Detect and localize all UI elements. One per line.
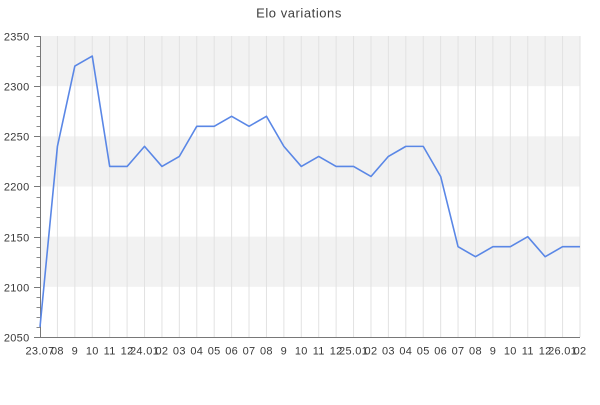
svg-text:04: 04 [190, 346, 203, 358]
svg-text:24.01: 24.01 [130, 346, 159, 358]
svg-text:11: 11 [313, 346, 325, 358]
svg-text:11: 11 [104, 346, 116, 358]
svg-text:02: 02 [574, 346, 587, 358]
svg-text:25.01: 25.01 [339, 346, 368, 358]
svg-text:Elo variations: Elo variations [256, 6, 342, 21]
svg-text:2100: 2100 [4, 283, 30, 295]
svg-text:2250: 2250 [4, 132, 30, 144]
svg-text:12: 12 [330, 346, 343, 358]
svg-text:10: 10 [86, 346, 99, 358]
svg-text:9: 9 [281, 346, 287, 358]
svg-text:2350: 2350 [4, 32, 30, 44]
svg-text:08: 08 [260, 346, 273, 358]
svg-text:23.07: 23.07 [25, 346, 54, 358]
svg-text:05: 05 [208, 346, 221, 358]
svg-text:11: 11 [522, 346, 534, 358]
svg-text:26.01: 26.01 [548, 346, 577, 358]
svg-text:02: 02 [156, 346, 169, 358]
svg-text:03: 03 [382, 346, 395, 358]
svg-text:2050: 2050 [4, 333, 30, 345]
svg-text:10: 10 [504, 346, 517, 358]
svg-text:05: 05 [417, 346, 430, 358]
svg-text:10: 10 [295, 346, 308, 358]
svg-text:2150: 2150 [4, 233, 30, 245]
svg-text:08: 08 [469, 346, 482, 358]
svg-text:02: 02 [365, 346, 378, 358]
svg-text:12: 12 [539, 346, 552, 358]
svg-text:2300: 2300 [4, 82, 30, 94]
svg-text:04: 04 [399, 346, 412, 358]
svg-text:03: 03 [173, 346, 186, 358]
svg-text:07: 07 [243, 346, 256, 358]
svg-text:08: 08 [51, 346, 64, 358]
svg-text:06: 06 [225, 346, 238, 358]
svg-text:2200: 2200 [4, 182, 30, 194]
svg-text:07: 07 [452, 346, 465, 358]
svg-text:12: 12 [121, 346, 134, 358]
svg-text:06: 06 [434, 346, 447, 358]
svg-text:9: 9 [490, 346, 496, 358]
svg-text:9: 9 [72, 346, 78, 358]
